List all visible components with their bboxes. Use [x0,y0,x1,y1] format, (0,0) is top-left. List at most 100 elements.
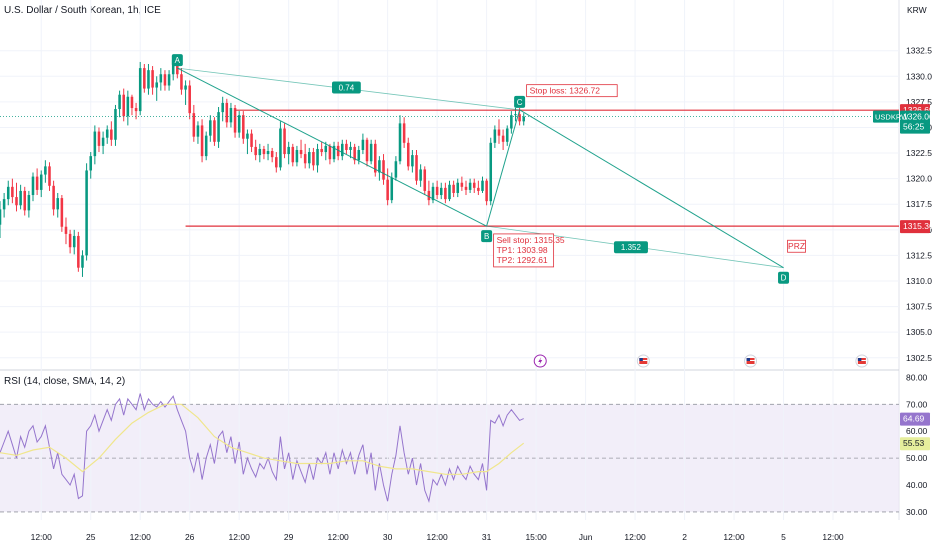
candle-body [31,176,35,196]
candle-body [52,185,55,210]
candle-body [167,74,171,86]
candle-body [402,123,406,143]
candle-body [328,145,332,160]
grid [0,0,899,520]
candle-body [229,108,233,123]
candle-body [159,74,163,83]
price-tick-label: 1305.00 [906,327,932,337]
price-tick-label: 1330.00 [906,71,932,81]
candle-body [118,94,121,110]
candle-body [19,190,22,206]
candle-body [64,226,68,234]
sell-stop-note-line: Sell stop: 1315.35 [497,235,565,245]
candle-body [233,108,237,133]
candle-body [423,169,427,191]
candle-body [390,177,394,201]
candle-body [23,190,27,211]
point-b-label: B [484,232,489,241]
symbol-tag-text: USDKRW [875,113,909,122]
prz-label: PRZ [788,241,805,251]
candle-body [246,133,249,139]
flag-canton [857,358,862,361]
leg-bc [486,109,521,227]
price-tick-label: 1312.50 [906,250,932,260]
candle-body [279,128,282,168]
time-tick-label: 30 [383,532,393,542]
pattern-drawing[interactable]: A B C D 0.74 1.352 Stop loss: 1326.72 Sell stop… [171,54,806,284]
rsi-background [0,403,899,513]
candle-body [336,145,340,157]
candle-body [0,209,2,225]
candles [0,55,526,277]
candle-body [415,155,418,181]
candle-body [448,184,451,200]
time-tick-label: 12:00 [624,532,646,542]
price-tick-label: 1320.00 [906,174,932,184]
candle-body [452,184,455,193]
time-tick-label: 12:00 [426,532,448,542]
candle-body [332,145,336,160]
time-tick-label: 12:00 [723,532,745,542]
candle-body [110,129,113,140]
candle-body [48,166,51,186]
candle-body [477,187,480,191]
candle-body [464,186,468,190]
candle-body [85,170,88,256]
candle-body [291,146,295,163]
last-price-tag-text: 56:25 [903,122,925,132]
rsi-tick-label: 80.00 [906,372,928,382]
flag-stripe-white [639,360,648,361]
candle-body [287,146,290,155]
ratio-badge [332,81,361,94]
candle-body [204,135,208,157]
sell-stop-box [493,233,555,268]
axes[interactable]: 1302.50 1305.00 1307.50 1310.00 1312.50 1315.… [31,46,932,542]
candle-body [147,70,150,89]
flag-canton [639,358,643,361]
rsi-ma-value-tag-text: 55.53 [903,438,925,448]
last-price-tag-text: 1326.06 [903,112,932,122]
candle-body [221,102,224,113]
rsi-tick-label: 60.00 [906,426,928,436]
sell-stop-tag-bg [900,220,930,234]
candle-body [439,187,443,196]
price-tick-label: 1317.50 [906,199,932,209]
candle-body [394,161,398,178]
candle-body [15,197,18,206]
time-tick-label: 25 [86,532,96,542]
candle-body [89,156,93,171]
candle-body [97,131,101,146]
candle-body [308,152,311,164]
symbol-tag-bg [873,110,899,123]
ratio-label: 1.352 [621,243,642,252]
candle-body [345,143,348,150]
candle-body [312,152,315,166]
candle-body [77,235,80,268]
candle-body [217,112,220,142]
candle-body [56,198,60,210]
candle-body [270,151,274,158]
candle-body [320,148,323,153]
price-tick-label: 1302.50 [906,353,932,363]
event-markers[interactable] [533,354,869,368]
rsi-line [0,393,524,504]
candle-body [518,114,521,122]
candle-body [130,96,134,109]
point-a-label: A [175,56,181,65]
rsi-lines [0,393,525,504]
candle-body [126,96,130,117]
candle-body [299,149,303,155]
time-tick-label: 26 [185,532,195,542]
candle-body [398,123,402,162]
candle-body [303,154,307,164]
stop-loss-note: Stop loss: 1326.72 [530,86,601,96]
candle-body [522,116,526,122]
candle-body [295,149,299,163]
candle-body [155,82,158,88]
rsi-tick-label: 40.00 [906,480,928,490]
candle-body [93,131,97,157]
candle-body [460,182,464,187]
candle-body [275,157,278,168]
rsi-ma-value-tag-bg [900,437,930,451]
